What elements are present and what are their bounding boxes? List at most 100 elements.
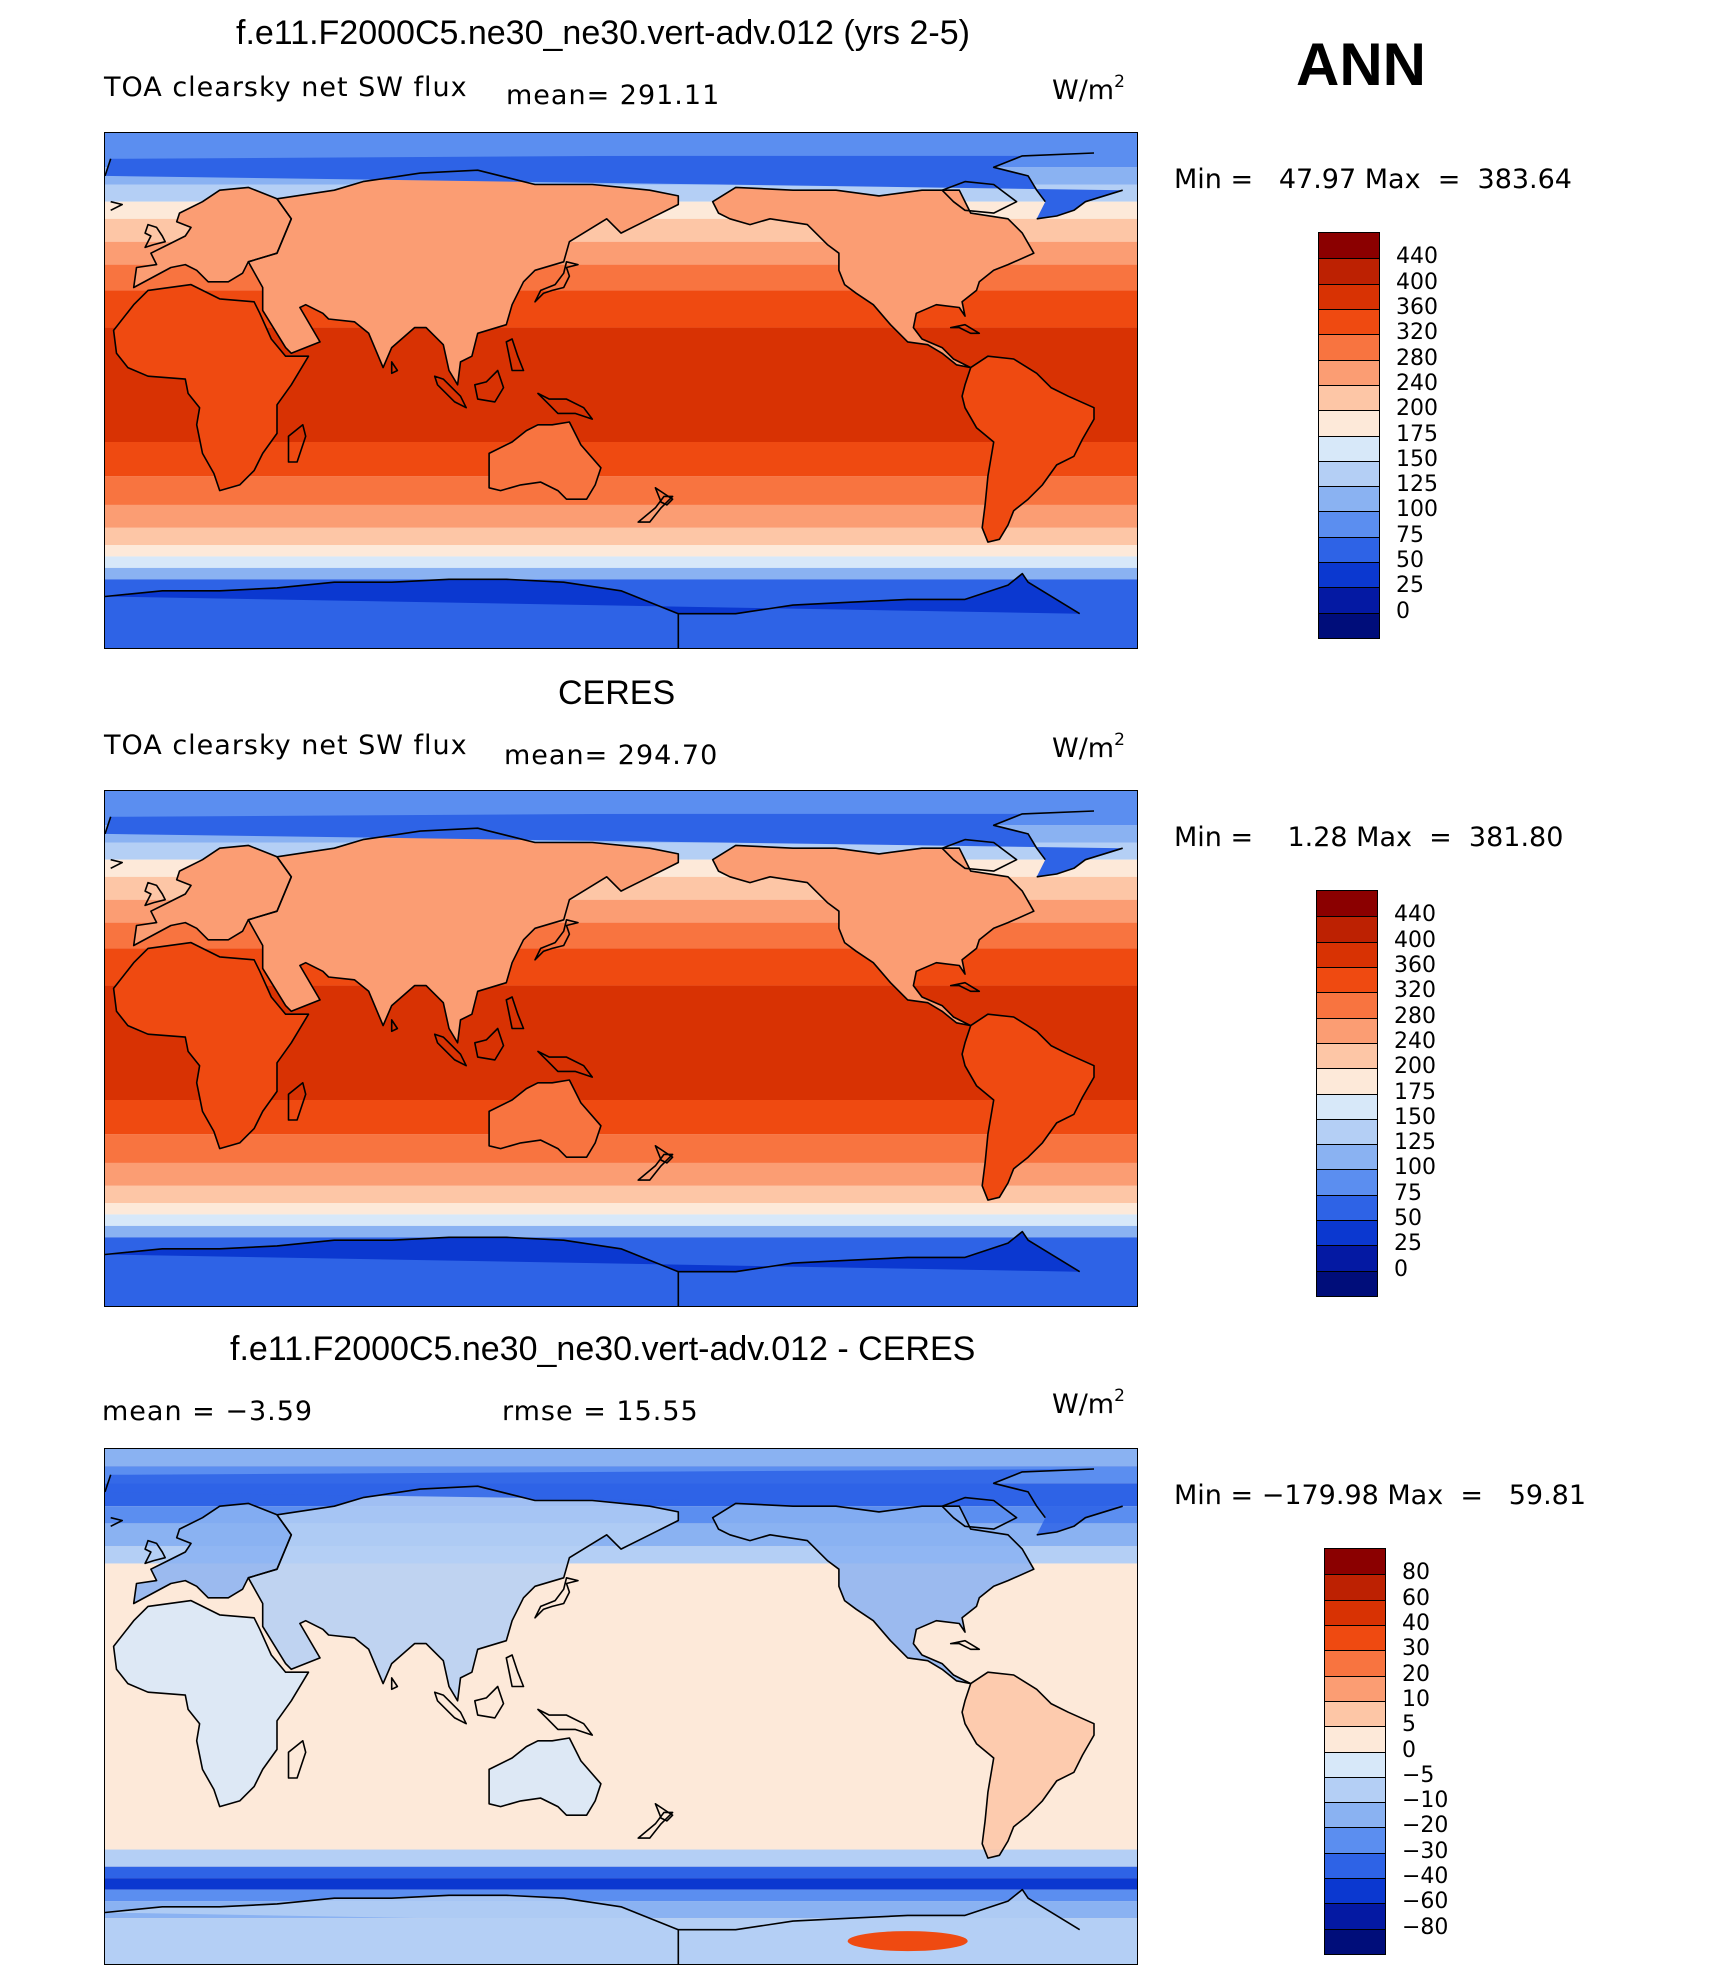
land-field-antarctica <box>105 1231 1080 1306</box>
contour-band <box>105 1162 1137 1186</box>
coastline-philippines <box>505 996 525 1030</box>
coastline-antarctica <box>105 1894 680 1964</box>
colorbar-swatch <box>1317 1118 1377 1145</box>
unit-label: W/m2 <box>1052 730 1125 764</box>
anomaly-blob <box>847 1931 968 1952</box>
colorbar-label: −5 <box>1402 1762 1435 1788</box>
contour-band <box>105 1100 1137 1135</box>
minmax-label: Min = 1.28 Max = 381.80 <box>1174 822 1564 853</box>
coastline-namerica <box>711 844 1035 1027</box>
colorbar-swatch <box>1325 1928 1385 1954</box>
colorbar-swatch <box>1319 384 1379 411</box>
colorbar-label: 125 <box>1396 472 1438 498</box>
field-layer <box>105 133 1137 648</box>
colorbar-label: 25 <box>1394 1231 1422 1257</box>
unit-label: W/m2 <box>1052 1386 1125 1420</box>
contour-band <box>105 1878 1137 1890</box>
map-svg <box>105 791 1137 1306</box>
colorbar-label: −40 <box>1402 1864 1449 1890</box>
colorbar-label: 80 <box>1402 1560 1430 1586</box>
coastline-newguinea <box>537 1050 594 1078</box>
colorbar-swatch <box>1319 435 1379 461</box>
colorbar-swatch <box>1317 891 1377 917</box>
colorbar-swatch <box>1325 1878 1385 1904</box>
map-svg <box>105 133 1137 648</box>
colorbar-swatch <box>1319 283 1379 309</box>
contour-band <box>105 1889 1137 1902</box>
coastline-australia <box>488 1079 602 1158</box>
coastline-greenland <box>992 810 1095 861</box>
coastline-namerica <box>711 1502 1035 1685</box>
colorbar-swatch <box>1319 587 1379 613</box>
coastline-greenland <box>105 1474 112 1493</box>
contour-band <box>105 1225 1137 1238</box>
colorbar-swatch <box>1319 258 1379 284</box>
colorbar-swatch <box>1317 1144 1377 1170</box>
colorbar-label: −60 <box>1402 1889 1449 1915</box>
colorbar-label: 200 <box>1394 1054 1436 1080</box>
land-field-europe <box>133 187 292 288</box>
colorbar-swatch <box>1317 941 1377 967</box>
colorbar-swatch <box>1319 460 1379 487</box>
contour-band <box>105 133 1137 156</box>
colorbar-label: 0 <box>1394 1256 1408 1282</box>
coastlines <box>105 1468 1123 1964</box>
coastline-srilanka <box>390 361 399 375</box>
colorbar-swatch <box>1325 1624 1385 1651</box>
colorbar-swatch <box>1325 1827 1385 1853</box>
contour-band <box>105 1134 1137 1163</box>
colorbar-label: 25 <box>1396 573 1424 599</box>
colorbar-swatch <box>1325 1903 1385 1929</box>
coastline-africa <box>112 941 310 1150</box>
contour-band <box>105 1185 1137 1203</box>
colorbar-swatch <box>1325 1751 1385 1777</box>
coastline-uk <box>144 223 166 249</box>
coastline-europe <box>132 844 293 947</box>
coastline-samerica <box>961 355 1095 543</box>
land-field-europe <box>133 845 292 946</box>
colorbar-label: 280 <box>1396 345 1438 371</box>
land-field-antarctica <box>105 573 1080 648</box>
colorbar-label: 75 <box>1396 522 1424 548</box>
colorbar-swatch <box>1317 1270 1377 1296</box>
colorbar-swatch <box>1317 1017 1377 1043</box>
colorbar-label: 5 <box>1402 1712 1416 1738</box>
coastline-antarctica <box>678 1230 1081 1273</box>
coastline-newzealandn <box>654 1803 674 1822</box>
coastlines <box>105 810 1123 1306</box>
colorbar-label: 360 <box>1396 294 1438 320</box>
colorbar-label: 240 <box>1396 370 1438 396</box>
coastline-antarctica <box>105 1236 680 1306</box>
colorbar-swatch <box>1319 612 1379 638</box>
coastline-sumatra <box>433 1033 467 1067</box>
land-field-asia <box>248 828 679 1043</box>
panel-title: f.e11.F2000C5.ne30_ne30.vert-adv.012 - C… <box>230 1330 976 1368</box>
colorbar-label: 50 <box>1394 1206 1422 1232</box>
coastline-greenland <box>1036 189 1123 220</box>
land-field-samerica <box>962 1672 1094 1859</box>
colorbar-swatch <box>1325 1574 1385 1600</box>
contour-band <box>105 1203 1137 1215</box>
coastline-baffin <box>941 838 1018 872</box>
coastline-europe <box>132 1502 293 1605</box>
unit-label: W/m2 <box>1052 72 1125 106</box>
coastline-philippines <box>505 338 525 372</box>
land-field-greenland <box>105 153 1123 219</box>
colorbar-swatch <box>1325 1650 1385 1676</box>
colorbar-swatch <box>1319 410 1379 436</box>
panel-title: CERES <box>558 674 676 712</box>
variable-label: TOA clearsky net SW flux <box>104 730 468 761</box>
land-field-samerica <box>962 1014 1094 1201</box>
colorbar-swatch <box>1317 1194 1377 1221</box>
land-field-namerica <box>712 1503 1034 1684</box>
colorbar-label: 75 <box>1394 1180 1422 1206</box>
land-field-europe <box>133 1503 292 1604</box>
land-field-antarctica <box>105 1889 1080 1964</box>
colorbar-label: 150 <box>1396 446 1438 472</box>
coastline-baffin <box>941 180 1018 214</box>
land-field-australia <box>489 1080 601 1158</box>
coastline-greenland <box>105 816 112 835</box>
coastline-samerica <box>961 1671 1095 1859</box>
land-field-samerica <box>962 356 1094 543</box>
coastline-greenland <box>105 158 112 177</box>
